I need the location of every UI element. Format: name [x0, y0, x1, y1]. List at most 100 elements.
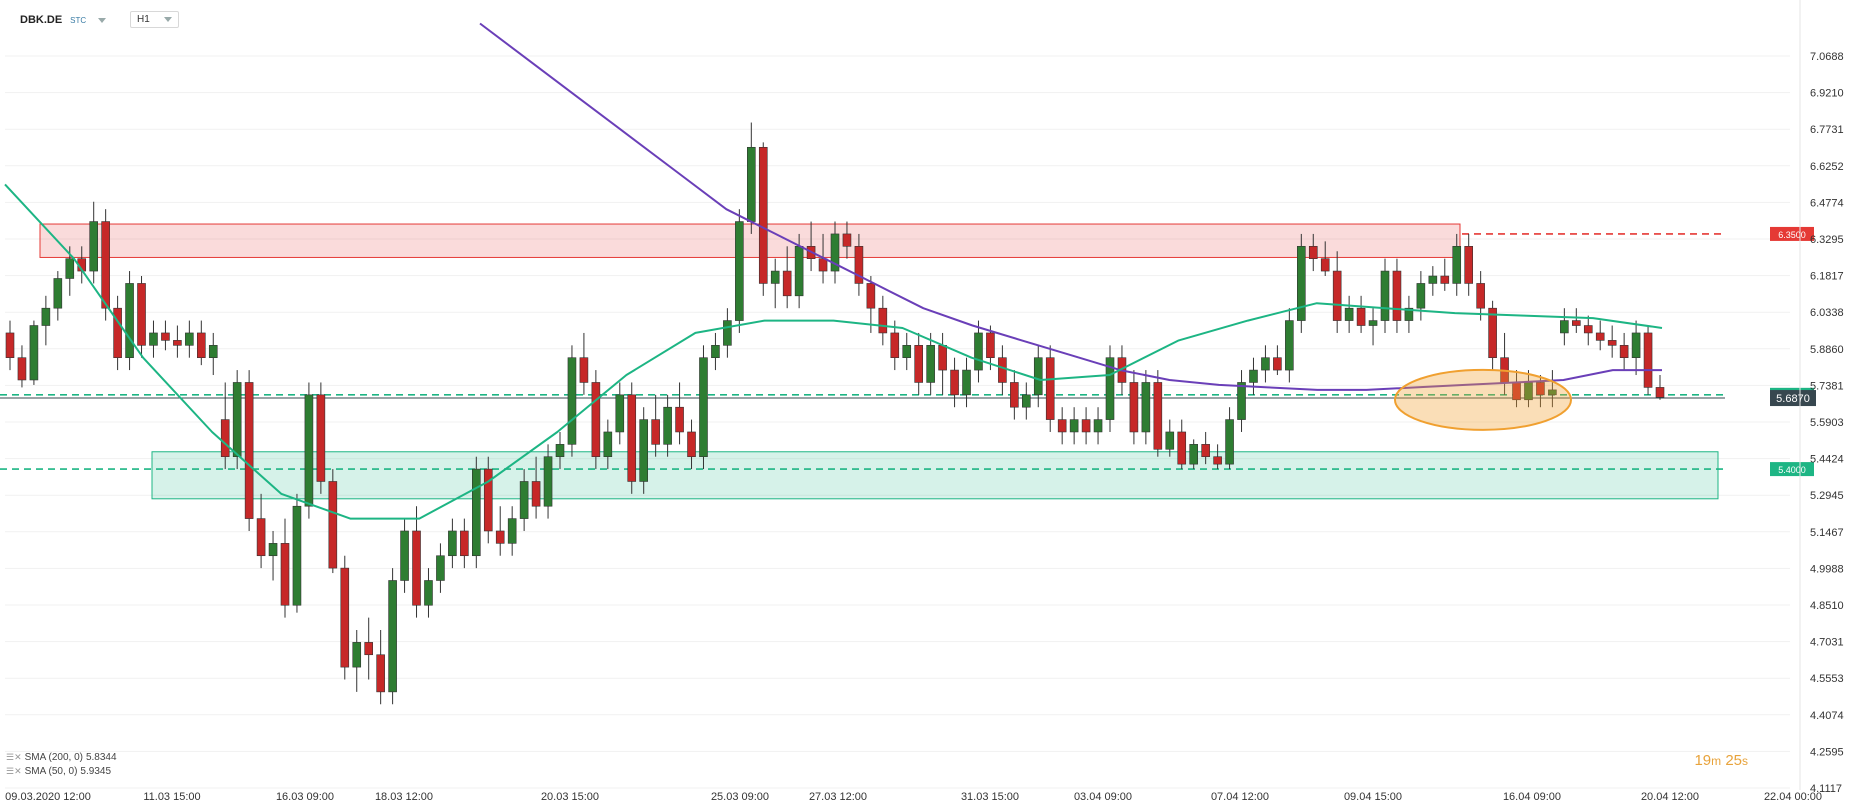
candle-body: [519, 481, 529, 519]
y-tick-label: 5.4424: [1810, 454, 1844, 466]
candle-body: [1022, 394, 1031, 408]
candle-body: [29, 325, 39, 381]
candle-body: [1010, 382, 1019, 408]
candle-body: [328, 481, 338, 569]
legend-label: SMA (50, 0): [24, 766, 78, 777]
candle-body: [770, 270, 780, 284]
candle-body: [1320, 258, 1330, 272]
candle-body: [1392, 270, 1402, 321]
candle-body: [197, 332, 206, 359]
candle-body: [1225, 419, 1234, 465]
candle-body: [914, 345, 923, 383]
candle-body: [1189, 444, 1198, 465]
candle-body: [531, 481, 541, 507]
x-tick-label: 16.04 09:00: [1503, 791, 1561, 803]
y-tick-label: 6.0338: [1810, 307, 1844, 319]
x-tick-label: 22.04 00:00: [1764, 791, 1822, 803]
candle-body: [65, 258, 75, 279]
last-price-badge: [1770, 390, 1816, 407]
candle-body: [1213, 456, 1222, 465]
candle-body: [1201, 444, 1210, 458]
last-price-label: 5.6870: [1776, 393, 1810, 405]
timer-seconds: 25: [1725, 752, 1742, 769]
candle-body: [687, 431, 696, 458]
timeframe-select[interactable]: H1: [130, 11, 179, 28]
settings-icon[interactable]: ☰✕: [6, 766, 22, 776]
candle-body: [1631, 332, 1641, 359]
candle-body: [938, 345, 947, 371]
symbol-label[interactable]: DBK.DE: [20, 14, 63, 26]
candle-body: [304, 394, 314, 507]
x-tick-label: 27.03 12:00: [809, 791, 867, 803]
y-tick-label: 4.4074: [1810, 710, 1844, 722]
candle-body: [615, 394, 625, 433]
legend-sma50[interactable]: ☰✕ SMA (50, 0) 5.9345: [6, 766, 111, 777]
candle-body: [1368, 320, 1378, 326]
candle-body: [998, 357, 1007, 383]
candle-body: [1237, 382, 1246, 420]
settings-icon[interactable]: ☰✕: [6, 752, 22, 762]
candle-body: [340, 567, 350, 668]
chart-header: DBK.DE STC: [20, 14, 107, 26]
candle-body: [842, 233, 852, 247]
candle-body: [483, 468, 493, 532]
candle-body: [472, 468, 481, 557]
candle-body: [507, 518, 517, 544]
candle-body: [1308, 246, 1318, 259]
candle-body: [723, 320, 732, 346]
candle-body: [173, 340, 182, 346]
candle-body: [1440, 275, 1450, 284]
legend-label: SMA (200, 0): [24, 752, 83, 763]
sma50-line: [4, 183, 1663, 520]
candle-body: [436, 555, 445, 581]
y-tick-label: 4.1117: [1810, 783, 1842, 795]
candle-body: [1285, 320, 1294, 371]
x-tick-label: 03.04 09:00: [1074, 791, 1132, 803]
candle-body: [89, 221, 98, 272]
candle-body: [5, 332, 15, 359]
candle-body: [244, 382, 254, 519]
candle-body: [1380, 270, 1390, 321]
candle-body: [555, 444, 565, 458]
y-tick-label: 5.8860: [1810, 344, 1844, 356]
candle-body: [495, 530, 505, 544]
x-tick-label: 11.03 15:00: [143, 791, 200, 803]
candle-body: [794, 246, 804, 297]
candle-body: [161, 332, 170, 341]
candle-body: [280, 543, 290, 606]
y-tick-label: 5.2945: [1810, 490, 1844, 502]
candle-body: [675, 406, 684, 433]
candle-body: [1249, 369, 1258, 383]
candle-body: [591, 382, 601, 458]
candle-body: [412, 530, 421, 606]
y-tick-label: 4.2595: [1810, 746, 1844, 758]
candle-body: [866, 283, 876, 309]
legend-sma200[interactable]: ☰✕ SMA (200, 0) 5.8344: [6, 752, 117, 763]
candle-body: [137, 283, 146, 346]
candle-body: [567, 357, 577, 445]
candle-body: [1488, 307, 1497, 359]
sma-lines: [4, 22, 1663, 520]
candle-body: [220, 419, 230, 458]
x-tick-label: 20.03 15:00: [541, 791, 599, 803]
y-tick-label: 4.8510: [1810, 600, 1844, 612]
candle-body: [41, 307, 51, 326]
candle-body: [1165, 431, 1175, 450]
candle-body: [926, 345, 935, 383]
candle-body: [711, 345, 720, 359]
candle-body: [1261, 357, 1270, 371]
timeframe-value: H1: [137, 14, 150, 25]
level-label: 5.4000: [1778, 465, 1806, 475]
x-tick-label: 20.04 12:00: [1641, 791, 1699, 803]
y-tick-label: 6.9210: [1810, 88, 1844, 100]
candle-body: [364, 642, 373, 656]
y-tick-label: 4.7031: [1810, 637, 1844, 649]
x-tick-label: 09.03.2020 12:00: [5, 791, 91, 803]
candle-body: [1583, 325, 1593, 334]
y-tick-label: 4.5553: [1810, 673, 1844, 685]
x-tick-label: 16.03 09:00: [276, 791, 334, 803]
candle-body: [460, 530, 469, 557]
chevron-down-icon[interactable]: [98, 17, 107, 23]
candle-body: [1607, 340, 1617, 346]
